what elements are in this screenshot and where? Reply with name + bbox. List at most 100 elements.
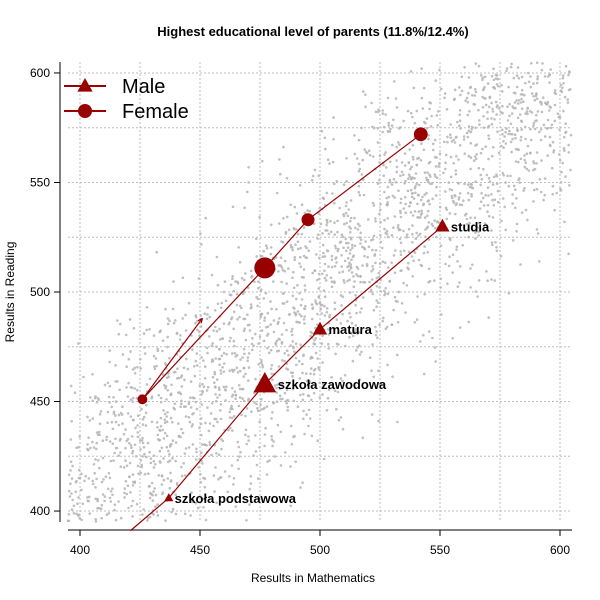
background-point xyxy=(377,275,381,279)
background-point xyxy=(347,241,350,245)
background-point xyxy=(236,280,239,284)
background-point xyxy=(445,108,449,111)
background-point xyxy=(420,209,423,213)
background-point xyxy=(169,443,172,447)
background-point xyxy=(530,92,534,95)
background-point xyxy=(164,362,167,365)
background-point xyxy=(479,74,483,77)
background-point xyxy=(127,357,131,361)
background-point xyxy=(243,352,246,356)
background-point xyxy=(411,115,414,119)
background-point xyxy=(373,254,376,257)
background-point xyxy=(465,131,469,135)
background-point xyxy=(465,217,469,221)
background-point xyxy=(325,409,329,412)
background-point xyxy=(217,357,221,361)
background-point xyxy=(519,139,523,142)
background-point xyxy=(435,156,439,159)
background-point xyxy=(491,183,495,186)
background-point xyxy=(270,223,273,227)
background-point xyxy=(414,237,418,240)
background-point xyxy=(511,137,514,141)
background-point xyxy=(145,328,148,332)
background-point xyxy=(348,335,351,339)
background-point xyxy=(423,171,427,174)
background-point xyxy=(179,405,182,409)
background-point xyxy=(339,416,343,419)
background-point xyxy=(285,176,289,180)
background-point xyxy=(162,457,165,460)
background-point xyxy=(402,207,406,210)
background-point xyxy=(219,306,223,310)
background-point xyxy=(287,313,291,316)
background-point xyxy=(156,347,159,351)
background-point xyxy=(532,95,535,98)
background-point xyxy=(454,172,458,176)
background-scatter-cloud xyxy=(66,61,573,523)
background-point xyxy=(317,287,321,290)
background-point xyxy=(96,497,99,501)
background-point xyxy=(399,253,403,256)
background-point xyxy=(314,326,317,330)
background-point xyxy=(375,305,378,309)
background-point xyxy=(269,246,273,249)
background-point xyxy=(386,201,390,204)
background-point xyxy=(492,175,496,179)
background-point xyxy=(158,438,161,442)
background-point xyxy=(475,153,479,156)
background-point xyxy=(208,315,211,319)
background-point xyxy=(213,385,217,389)
background-point xyxy=(492,67,495,70)
background-point xyxy=(478,123,481,126)
background-point xyxy=(241,397,244,400)
background-point xyxy=(330,254,334,258)
background-point xyxy=(446,282,449,286)
background-point xyxy=(321,255,325,258)
background-point xyxy=(463,66,466,69)
background-point xyxy=(451,253,455,256)
male-point xyxy=(164,493,174,502)
background-point xyxy=(255,255,258,258)
background-point xyxy=(259,403,262,407)
legend-item-male: Male xyxy=(64,76,165,98)
background-point xyxy=(243,327,246,331)
background-point xyxy=(210,273,214,277)
background-point xyxy=(485,223,488,227)
background-point xyxy=(84,474,87,478)
background-point xyxy=(303,307,307,311)
background-point xyxy=(480,178,484,181)
background-point xyxy=(501,171,505,175)
background-point xyxy=(535,92,538,95)
background-point xyxy=(431,336,434,340)
background-point xyxy=(438,152,442,155)
background-point xyxy=(214,309,217,312)
background-point xyxy=(486,82,490,85)
background-point xyxy=(469,167,472,171)
background-point xyxy=(467,154,471,158)
background-point xyxy=(215,255,219,259)
background-point xyxy=(523,154,526,157)
background-point xyxy=(167,449,170,453)
background-point xyxy=(433,346,437,349)
background-point xyxy=(372,234,376,238)
background-point xyxy=(345,221,349,225)
background-point xyxy=(449,155,453,159)
background-point xyxy=(509,140,513,144)
background-point xyxy=(452,162,456,165)
background-point xyxy=(516,66,520,69)
background-point xyxy=(350,258,353,262)
background-point xyxy=(232,414,236,418)
background-point xyxy=(302,226,306,229)
background-point xyxy=(140,407,143,411)
background-point xyxy=(246,356,250,359)
background-point xyxy=(132,327,136,330)
background-point xyxy=(369,288,373,292)
background-point xyxy=(349,315,352,319)
background-point xyxy=(124,428,127,431)
background-point xyxy=(426,225,430,229)
background-point xyxy=(123,491,126,495)
background-point xyxy=(524,208,528,212)
background-point xyxy=(154,493,158,497)
background-point xyxy=(257,286,260,290)
background-point xyxy=(281,292,285,295)
